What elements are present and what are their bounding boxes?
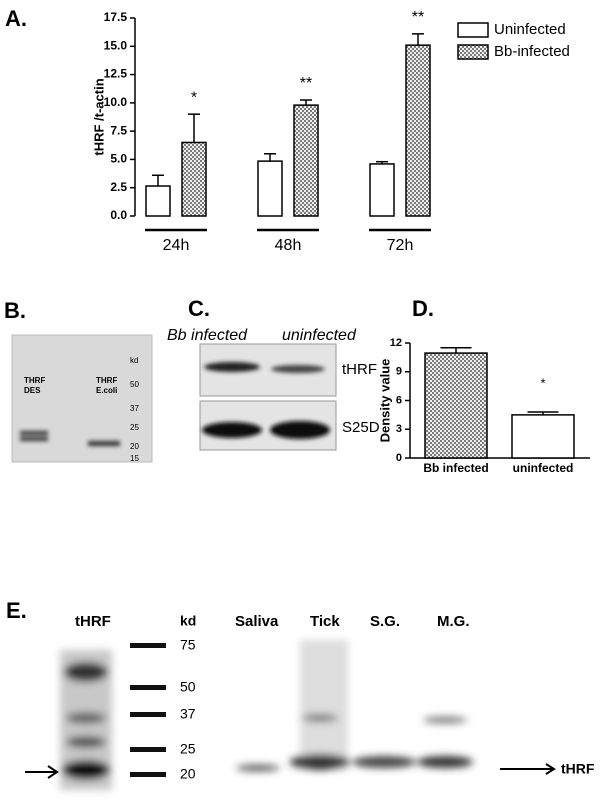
lane-label: Saliva <box>235 613 279 630</box>
marker-label: 37 <box>130 404 139 413</box>
unit-label: kd <box>180 613 196 629</box>
x-tick-label: 24h <box>163 237 190 254</box>
band-label: tHRF <box>561 761 595 777</box>
marker-label: 37 <box>180 706 196 722</box>
bands <box>202 362 330 439</box>
legend-label: Bb-infected <box>494 43 570 60</box>
marker-label: 25 <box>130 423 139 432</box>
bar <box>369 163 395 217</box>
y-tick-label: 17.5 <box>104 10 128 24</box>
panel-label: B. <box>4 298 26 323</box>
legend-label: Uninfected <box>494 21 566 38</box>
bar <box>145 185 171 217</box>
y-tick-label: 0.0 <box>110 208 127 222</box>
error-bar <box>527 411 559 415</box>
y-tick-label: 9 <box>396 366 402 378</box>
bar <box>257 160 283 217</box>
marker-label: 15 <box>130 454 139 463</box>
error-bar <box>300 99 312 106</box>
error-bar <box>412 33 424 46</box>
significance: ** <box>412 9 424 26</box>
x-tick-label: 48h <box>275 237 302 254</box>
significance: * <box>191 89 197 106</box>
y-tick-label: 12.5 <box>104 67 128 81</box>
x-tick-label: uninfected <box>513 461 574 475</box>
row-label: S25D <box>342 419 380 436</box>
bar <box>511 414 575 459</box>
error-bar <box>376 160 388 164</box>
y-tick-label: 2.5 <box>110 180 127 194</box>
row-label: tHRF <box>342 361 377 378</box>
x-tick-label: 72h <box>387 237 414 254</box>
panel-label: E. <box>6 598 27 623</box>
unit-label: kd <box>130 356 138 365</box>
y-tick-label: 3 <box>396 423 402 435</box>
bar <box>405 44 431 217</box>
panel-c: C. Bb infected uninfected tHRF S25D <box>167 296 380 451</box>
lane-label: E.coli <box>96 386 117 395</box>
bands <box>20 431 120 446</box>
y-tick-label: 6 <box>396 394 402 406</box>
x-tick-label: Bb infected <box>423 461 488 475</box>
y-axis-label: Density value <box>377 359 392 443</box>
arrow <box>25 763 556 779</box>
lane-label: tHRF <box>75 613 111 630</box>
marker-label: 50 <box>130 380 139 389</box>
y-tick-label: 15.0 <box>104 38 128 52</box>
significance: * <box>540 375 545 390</box>
y-tick-label: 5.0 <box>110 152 127 166</box>
bar <box>181 141 207 217</box>
bar <box>424 352 488 459</box>
panel-label: C. <box>188 296 210 321</box>
lane-label: DES <box>24 386 41 395</box>
error-bar <box>264 153 276 162</box>
lane-label: M.G. <box>437 613 470 630</box>
marker-label: 20 <box>130 442 139 451</box>
marker-label: 25 <box>180 741 196 757</box>
panel-e: E. tHRF kd 75 50 37 25 20 Sal <box>6 598 595 790</box>
bands <box>60 640 473 790</box>
marker-label: 50 <box>180 679 196 695</box>
ladder <box>130 643 166 777</box>
error-bar <box>152 174 164 187</box>
legend-swatch <box>457 22 489 38</box>
y-axis-label: tHRF /t-actin <box>91 78 106 155</box>
y-tick-label: 7.5 <box>110 123 127 137</box>
lane-label: THRF <box>96 376 117 385</box>
lane-label: Bb infected <box>167 327 248 344</box>
lane-label: THRF <box>24 376 45 385</box>
significance: ** <box>300 75 312 92</box>
lane-label: Tick <box>310 613 340 630</box>
error-bar <box>440 347 472 354</box>
lane-label: uninfected <box>282 327 357 344</box>
error-bar <box>188 113 200 143</box>
lane-label: S.G. <box>370 613 400 630</box>
y-tick-label: 10.0 <box>104 95 128 109</box>
legend-swatch <box>457 44 489 60</box>
y-tick-label: 12 <box>390 337 402 349</box>
marker-label: 75 <box>180 637 196 653</box>
panel-label: D. <box>412 296 434 321</box>
y-tick-label: 0 <box>396 452 402 464</box>
panel-label: A. <box>5 6 27 31</box>
bar <box>293 104 319 217</box>
panel-b: B. THRF DES THRF E.coli kd 50 37 25 20 1… <box>4 298 153 463</box>
marker-label: 20 <box>180 766 196 782</box>
